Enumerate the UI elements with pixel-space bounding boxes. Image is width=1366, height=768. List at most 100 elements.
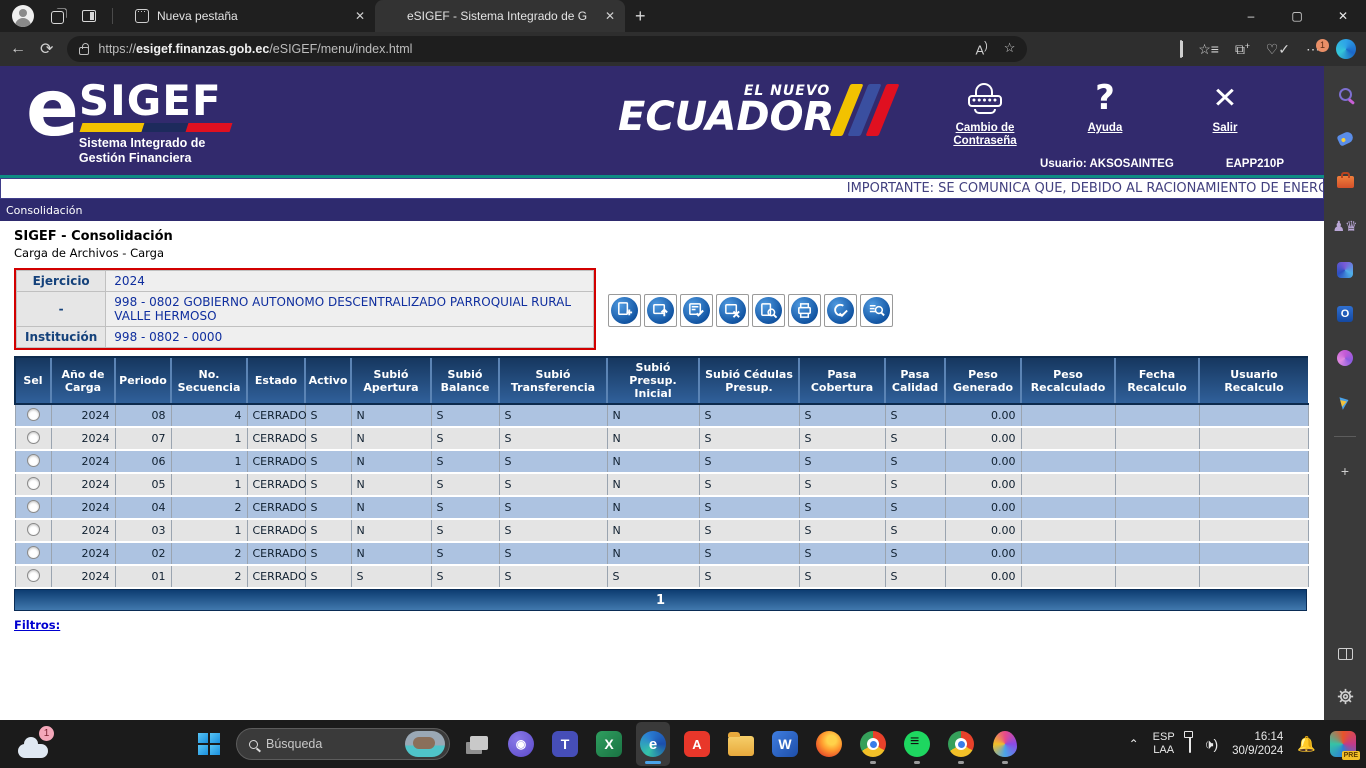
clock[interactable]: 16:14 30/9/2024	[1232, 731, 1284, 757]
lock-icon[interactable]	[79, 42, 90, 55]
back-icon[interactable]: ←	[10, 40, 26, 57]
add-sidebar-item-button[interactable]: +	[1340, 463, 1350, 479]
row-select-radio[interactable]	[26, 499, 40, 513]
teams-icon[interactable]: T	[548, 722, 582, 766]
table-cell: S	[798, 404, 886, 428]
split-screen-icon[interactable]	[1180, 40, 1183, 58]
maximize-button[interactable]: ▢	[1291, 9, 1303, 23]
row-select-radio[interactable]	[26, 430, 40, 444]
table-cell: N	[606, 427, 700, 451]
help-button[interactable]: ? Ayuda	[1087, 78, 1123, 134]
filters-link[interactable]: Filtros:	[14, 618, 61, 632]
row-select-radio[interactable]	[26, 407, 40, 421]
close-button[interactable]: ✕	[1337, 9, 1349, 23]
acrobat-icon[interactable]: A	[680, 722, 714, 766]
table-cell: CERRADO	[246, 519, 307, 543]
copilot-icon[interactable]	[1336, 39, 1356, 59]
row-select-radio[interactable]	[26, 522, 40, 536]
table-row: 2024 01 2 CERRADO S S S S S S S S 0.00	[14, 565, 1309, 589]
search-icon[interactable]	[1335, 84, 1355, 104]
table-cell: S	[884, 542, 946, 566]
opera-icon[interactable]	[988, 722, 1022, 766]
close-tab-icon[interactable]: ✕	[354, 9, 365, 23]
table-cell: S	[430, 427, 500, 451]
zoom-app-icon[interactable]: ◉	[504, 722, 538, 766]
table-cell	[1114, 542, 1200, 566]
m365-icon[interactable]	[1335, 260, 1355, 280]
row-select-radio[interactable]	[26, 568, 40, 582]
url-text[interactable]: https://esigef.finanzas.gob.ec/eSIGEF/me…	[98, 42, 413, 56]
print-button[interactable]	[788, 294, 821, 327]
tab-esigef[interactable]: eSIGEF - Sistema Integrado de G ✕	[375, 0, 625, 89]
tray-chevron-icon[interactable]: ⌃	[1128, 737, 1139, 751]
collections-icon[interactable]: ⧉⁺	[1234, 40, 1250, 57]
shopping-icon[interactable]	[1335, 128, 1355, 148]
display-tray-icon[interactable]	[1188, 734, 1191, 753]
page-number[interactable]: 1	[655, 592, 666, 608]
tab-title: eSIGEF - Sistema Integrado de G	[407, 9, 588, 23]
detail-search-button[interactable]	[860, 294, 893, 327]
column-header: Usuario Recalculo	[1198, 356, 1308, 405]
workspaces-icon[interactable]	[48, 7, 66, 25]
create-button[interactable]	[608, 294, 641, 327]
read-aloud-icon[interactable]: A)	[975, 40, 988, 58]
profile-avatar[interactable]	[12, 5, 34, 27]
table-cell: S	[430, 542, 500, 566]
split-window-icon[interactable]	[1335, 644, 1355, 664]
start-button[interactable]	[192, 722, 226, 766]
task-view-icon[interactable]	[460, 722, 494, 766]
row-select-radio[interactable]	[26, 545, 40, 559]
row-select-radio[interactable]	[26, 453, 40, 467]
minimize-button[interactable]: –	[1247, 9, 1255, 23]
word-icon[interactable]: W	[768, 722, 802, 766]
table-cell: S	[698, 450, 800, 474]
table-cell: 03	[114, 519, 172, 543]
drop-icon[interactable]	[1335, 348, 1355, 368]
table-cell: S	[606, 565, 700, 589]
favorite-star-icon[interactable]: ☆	[1003, 40, 1016, 56]
favorites-icon[interactable]: ☆≡	[1198, 40, 1219, 57]
row-select-radio[interactable]	[26, 476, 40, 490]
close-tab-icon[interactable]: ✕	[604, 9, 615, 23]
spotify-icon[interactable]	[900, 722, 934, 766]
language-indicator[interactable]: ESP LAA	[1152, 731, 1175, 756]
refresh-icon[interactable]: ⟳	[40, 41, 54, 58]
address-bar[interactable]: https://esigef.finanzas.gob.ec/eSIGEF/me…	[67, 36, 1028, 62]
notification-bell-icon[interactable]: 🔔	[1297, 736, 1316, 753]
edge-icon[interactable]: e	[636, 722, 670, 766]
plane-icon[interactable]	[1335, 392, 1355, 412]
table-cell: N	[350, 473, 432, 497]
approve-button[interactable]	[824, 294, 857, 327]
chrome-icon[interactable]	[856, 722, 890, 766]
new-tab-button[interactable]: +	[635, 5, 646, 26]
table-cell: N	[606, 404, 700, 428]
upload-button[interactable]	[644, 294, 677, 327]
table-cell: S	[884, 565, 946, 589]
outlook-icon[interactable]: O	[1335, 304, 1355, 324]
table-cell	[1020, 519, 1116, 543]
sidebar-settings-gear-icon[interactable]	[1335, 686, 1355, 706]
weather-widget[interactable]: 1	[18, 726, 54, 760]
games-icon[interactable]: ♟♛	[1332, 217, 1358, 234]
browser-essentials-icon[interactable]: ♡✓	[1265, 40, 1290, 57]
tab-nueva-pestana[interactable]: Nueva pestaña ✕	[125, 0, 375, 32]
taskbar-search-input[interactable]: Búsqueda	[236, 728, 450, 760]
table-cell: CERRADO	[246, 496, 307, 520]
consult-button[interactable]	[752, 294, 785, 327]
invalidate-button[interactable]	[716, 294, 749, 327]
volume-icon[interactable]: 🕩)	[1204, 735, 1219, 752]
update-badge: 1	[1316, 38, 1329, 52]
validate-button[interactable]	[680, 294, 713, 327]
table-cell: S	[304, 565, 352, 589]
excel-icon[interactable]: X	[592, 722, 626, 766]
copilot-taskbar-icon[interactable]: PRE	[1330, 731, 1360, 760]
chrome-profile-icon[interactable]	[944, 722, 978, 766]
firefox-icon[interactable]	[812, 722, 846, 766]
toolbox-icon[interactable]	[1335, 172, 1355, 192]
settings-menu-icon[interactable]: ⋯ 1	[1306, 38, 1329, 58]
tab-actions-icon[interactable]	[80, 7, 98, 25]
change-password-button[interactable]: ●●●●● Cambio de Contraseña	[942, 76, 1028, 148]
logout-button[interactable]: ✕ Salir	[1182, 76, 1268, 148]
file-explorer-icon[interactable]	[724, 722, 758, 766]
table-cell: S	[498, 473, 608, 497]
